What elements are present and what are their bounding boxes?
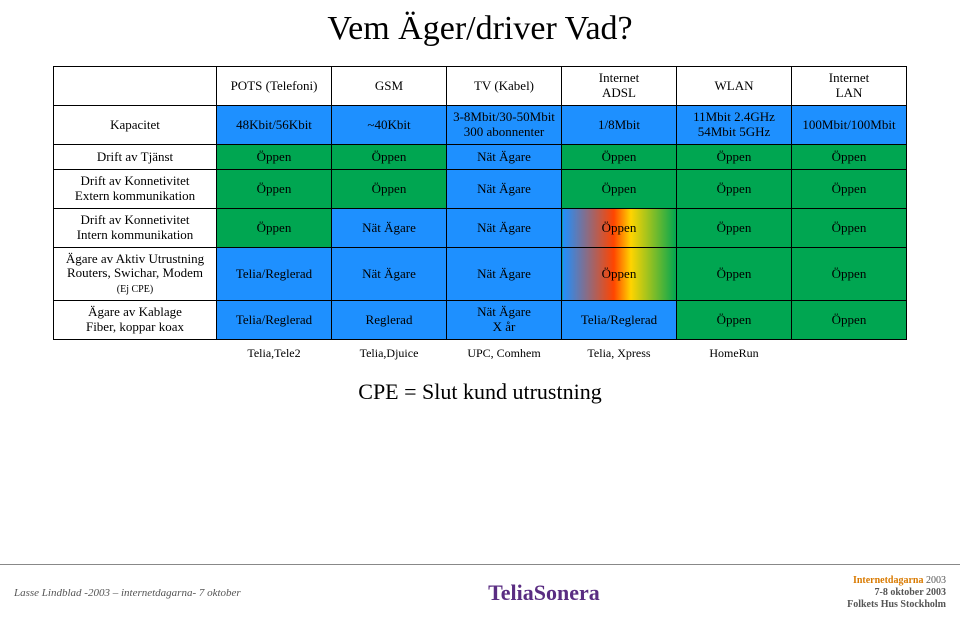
rowlabel-agare-aktiv: Ägare av Aktiv UtrustningRouters, Swicha… bbox=[54, 247, 217, 301]
cell: Reglerad bbox=[332, 301, 447, 340]
cell: Öppen bbox=[217, 169, 332, 208]
col-lan: InternetLAN bbox=[792, 67, 907, 106]
cell: Öppen bbox=[792, 208, 907, 247]
rowlabel-drift-extern: Drift av KonnetivitetExtern kommunikatio… bbox=[54, 169, 217, 208]
cell: Nät Ägare bbox=[332, 247, 447, 301]
cell: Öppen bbox=[217, 144, 332, 169]
cell: Nät Ägare bbox=[332, 208, 447, 247]
cell: Öppen bbox=[562, 247, 677, 301]
row-drift-intern: Drift av KonnetivitetIntern kommunikatio… bbox=[54, 208, 907, 247]
corner-cell bbox=[54, 67, 217, 106]
cell: Nät ÄgareX år bbox=[447, 301, 562, 340]
footer-author: Lasse Lindblad -2003 – internetdagarna- … bbox=[14, 587, 241, 599]
cell: Öppen bbox=[677, 301, 792, 340]
row-agare-aktiv: Ägare av Aktiv UtrustningRouters, Swicha… bbox=[54, 247, 907, 301]
col-gsm: GSM bbox=[332, 67, 447, 106]
provider: UPC, Comhem bbox=[447, 340, 562, 366]
row-agare-kablage: Ägare av KablageFiber, koppar koax Telia… bbox=[54, 301, 907, 340]
page-title: Vem Äger/driver Vad? bbox=[0, 0, 960, 48]
row-drift-extern: Drift av KonnetivitetExtern kommunikatio… bbox=[54, 169, 907, 208]
cell: Nät Ägare bbox=[447, 144, 562, 169]
provider: HomeRun bbox=[677, 340, 792, 366]
col-wlan: WLAN bbox=[677, 67, 792, 106]
cell: 48Kbit/56Kbit bbox=[217, 105, 332, 144]
cell: 100Mbit/100Mbit bbox=[792, 105, 907, 144]
cell: Telia/Reglerad bbox=[217, 247, 332, 301]
cell: Öppen bbox=[217, 208, 332, 247]
footer-brand: TeliaSonera bbox=[488, 580, 600, 606]
cpe-note: CPE = Slut kund utrustning bbox=[0, 379, 960, 405]
cell: Öppen bbox=[677, 247, 792, 301]
provider: Telia,Tele2 bbox=[217, 340, 332, 366]
cell: Öppen bbox=[332, 169, 447, 208]
col-tv: TV (Kabel) bbox=[447, 67, 562, 106]
cell: Öppen bbox=[792, 144, 907, 169]
ownership-table: POTS (Telefoni) GSM TV (Kabel) InternetA… bbox=[53, 66, 907, 365]
cell: 3-8Mbit/30-50Mbit300 abonnenter bbox=[447, 105, 562, 144]
row-drift-tjanst: Drift av Tjänst Öppen Öppen Nät Ägare Öp… bbox=[54, 144, 907, 169]
cell: Öppen bbox=[677, 208, 792, 247]
col-pots: POTS (Telefoni) bbox=[217, 67, 332, 106]
cell: Öppen bbox=[562, 144, 677, 169]
cell: Nät Ägare bbox=[447, 247, 562, 301]
footer-event: Internetdagarna 2003 7-8 oktober 2003 Fo… bbox=[847, 575, 946, 611]
cell: Nät Ägare bbox=[447, 208, 562, 247]
footer: Lasse Lindblad -2003 – internetdagarna- … bbox=[0, 564, 960, 620]
rowlabel-drift-intern: Drift av KonnetivitetIntern kommunikatio… bbox=[54, 208, 217, 247]
cell: Öppen bbox=[332, 144, 447, 169]
cell: Öppen bbox=[792, 301, 907, 340]
provider: Telia, Xpress bbox=[562, 340, 677, 366]
cell: 11Mbit 2.4GHz54Mbit 5GHz bbox=[677, 105, 792, 144]
cell: Telia/Reglerad bbox=[562, 301, 677, 340]
table-header-row: POTS (Telefoni) GSM TV (Kabel) InternetA… bbox=[54, 67, 907, 106]
provider bbox=[792, 340, 907, 366]
cell: Öppen bbox=[677, 144, 792, 169]
rowlabel-agare-kablage: Ägare av KablageFiber, koppar koax bbox=[54, 301, 217, 340]
cell: ~40Kbit bbox=[332, 105, 447, 144]
cell: Öppen bbox=[792, 247, 907, 301]
cell: Nät Ägare bbox=[447, 169, 562, 208]
cell: Öppen bbox=[562, 169, 677, 208]
provider-blank bbox=[54, 340, 217, 366]
cell: Telia/Reglerad bbox=[217, 301, 332, 340]
provider: Telia,Djuice bbox=[332, 340, 447, 366]
rowlabel-kapacitet: Kapacitet bbox=[54, 105, 217, 144]
cell: 1/8Mbit bbox=[562, 105, 677, 144]
cell: Öppen bbox=[792, 169, 907, 208]
cell: Öppen bbox=[562, 208, 677, 247]
rowlabel-drift-tjanst: Drift av Tjänst bbox=[54, 144, 217, 169]
cell: Öppen bbox=[677, 169, 792, 208]
col-adsl: InternetADSL bbox=[562, 67, 677, 106]
row-kapacitet: Kapacitet 48Kbit/56Kbit ~40Kbit 3-8Mbit/… bbox=[54, 105, 907, 144]
row-providers: Telia,Tele2 Telia,Djuice UPC, Comhem Tel… bbox=[54, 340, 907, 366]
